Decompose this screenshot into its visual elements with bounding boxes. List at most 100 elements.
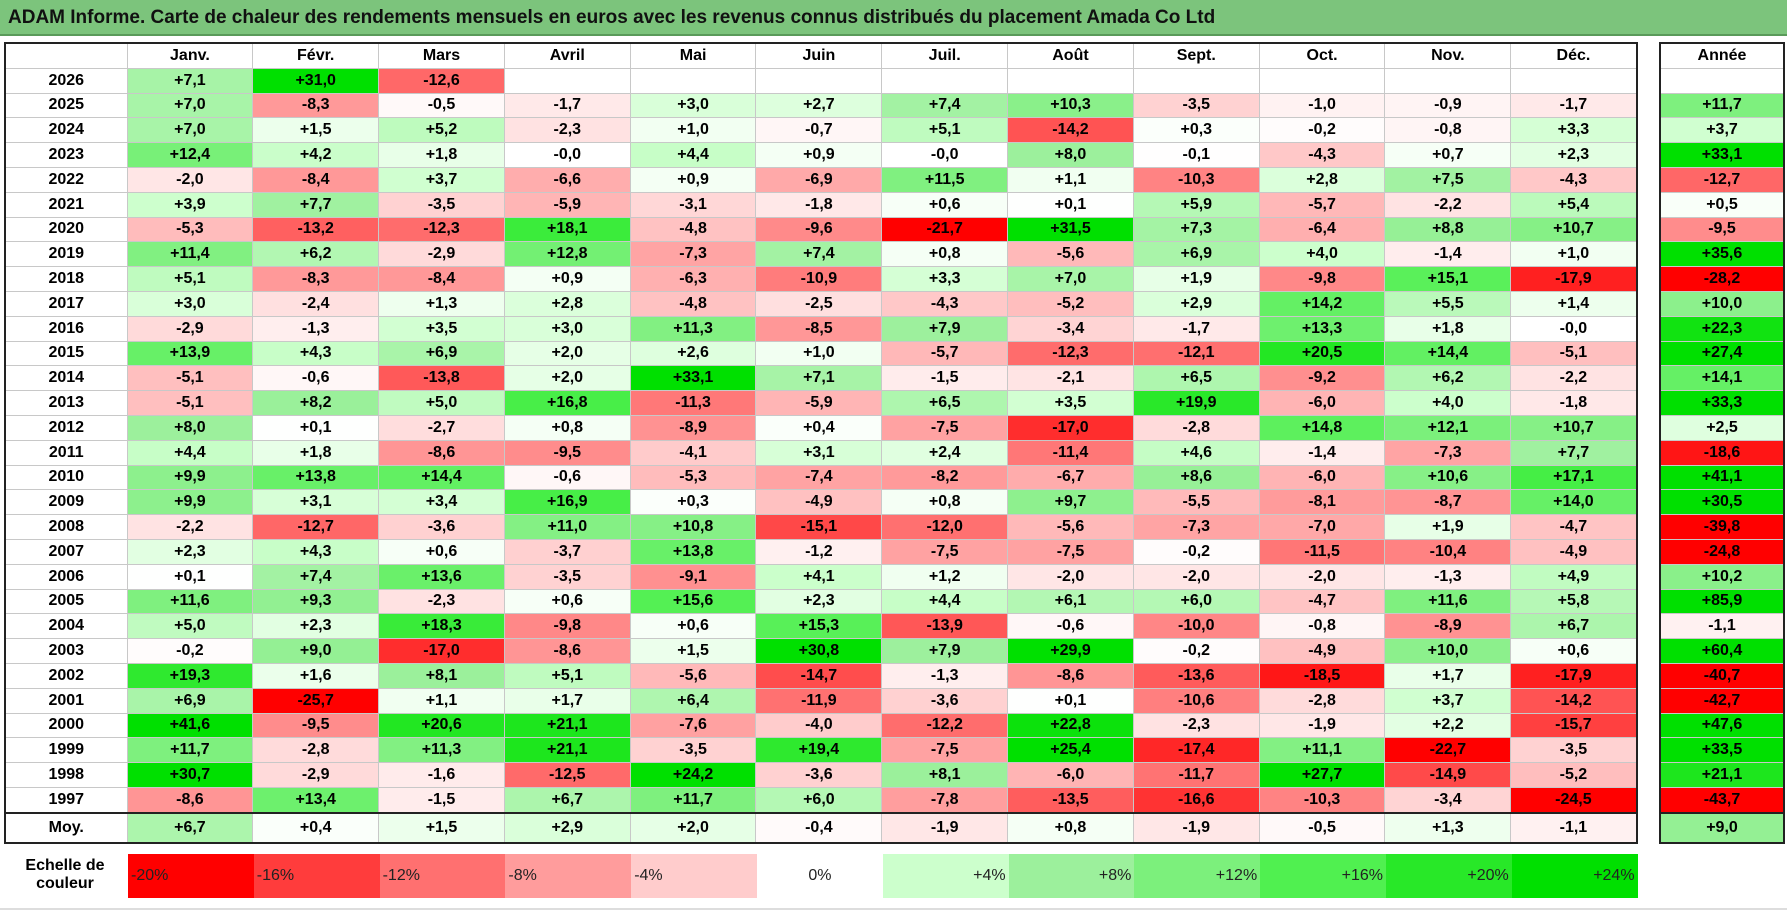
return-cell: +0,6 [503,588,631,615]
return-cell: +4,3 [252,340,380,367]
table-row: 2007 +2,3 +4,3 +0,6 -3,7 +13,8 -1,2 -7,5 -7,5 -0,… [4,538,1638,565]
year-label: 2011 [4,439,128,466]
return-cell: -12,7 [252,514,380,540]
table-row: 1998 +30,7 -2,9 -1,6 -12,5 +24,2 -3,6 +8,1 -6,0-… [4,762,1638,788]
return-cell: -5,5 [1132,489,1260,516]
return-cell: -9,8 [1258,266,1386,292]
return-cell: -2,9 [252,762,380,788]
month-header-8: Août [1007,42,1134,69]
annual-row [1659,67,1785,94]
return-cell: +14,0 [1510,489,1638,516]
return-cell: +1,7 [503,687,631,714]
return-cell: +3,7 [1384,687,1512,714]
return-cell: -0,8 [1384,117,1512,144]
return-cell: -8,3 [252,266,380,292]
table-row: 2010 +9,9 +13,8 +14,4 -0,6 -5,3 -7,4 -8,2 -6,7 +8… [4,464,1638,491]
return-cell: +2,7 [755,92,883,119]
return-cell: -7,5 [881,414,1009,441]
return-cell: -17,4 [1132,737,1260,764]
month-header-12: Déc. [1510,42,1638,69]
return-cell: -5,6 [629,662,757,689]
return-cell: -11,9 [755,687,883,714]
return-cell: -1,9 [1258,712,1386,739]
return-cell: +18,3 [378,613,505,640]
return-cell: +6,4 [629,687,757,714]
annual-row: +41,1 [1659,464,1785,491]
average-cell: +6,7 [126,811,254,844]
return-cell: +1,7 [1384,662,1512,689]
return-cell: -8,7 [1384,489,1512,516]
year-label: 2026 [4,67,128,94]
return-cell: -7,3 [1384,439,1512,466]
annual-row: -43,7 [1659,786,1785,814]
return-cell: -15,7 [1510,712,1638,739]
return-cell: -9,5 [503,439,631,466]
return-cell: -5,7 [1258,191,1386,218]
return-cell: +1,9 [1132,266,1260,292]
return-cell: +12,8 [503,241,631,268]
return-cell: +3,1 [755,439,883,466]
return-cell: +0,9 [629,166,757,193]
return-cell [1258,67,1386,94]
table-row: 2002 +19,3 +1,6 +8,1 +5,1 -5,6 -14,7 -1,3 -8,6 -1… [4,662,1638,689]
annual-return-cell: +41,1 [1659,464,1785,491]
return-cell: +3,3 [1510,117,1638,144]
return-cell: +3,5 [1007,390,1134,416]
annual-row: +11,7 [1659,92,1785,119]
return-cell [1132,67,1260,94]
return-cell: +11,3 [629,315,757,342]
return-cell: -0,2 [126,638,254,664]
return-cell: -9,5 [252,712,380,739]
return-cell: -9,1 [629,563,757,590]
table-row: 2024 +7,0 +1,5 +5,2 -2,3 +1,0 -0,7 +5,1 -14,2 +0,… [4,117,1638,144]
year-label: 2013 [4,390,128,416]
return-cell: +9,3 [252,588,380,615]
annual-return-cell: +22,3 [1659,315,1785,342]
color-scale-step: +8% [1008,854,1135,898]
return-cell: +7,1 [755,365,883,392]
monthly-returns-table: Janv. Févr. Mars Avril Mai Juin Juil. Août Sept.… [4,42,1638,844]
year-header-cell [4,42,128,69]
return-cell: -4,3 [881,290,1009,317]
return-cell: +5,1 [126,266,254,292]
return-cell: +5,1 [881,117,1009,144]
return-cell: +3,1 [252,489,380,516]
annual-row: +10,0 [1659,290,1785,317]
return-cell: +0,1 [126,563,254,590]
return-cell: -15,1 [755,514,883,540]
return-cell: -0,0 [881,142,1009,168]
annual-return-cell: -18,6 [1659,439,1785,466]
return-cell: +0,6 [378,538,505,565]
return-cell: +5,9 [1132,191,1260,218]
return-cell: -8,6 [1007,662,1134,689]
return-cell: +3,7 [378,166,505,193]
annual-return-cell: -43,7 [1659,786,1785,814]
return-cell: +25,4 [1007,737,1134,764]
annual-row: +60,4 [1659,638,1785,664]
year-label: 2015 [4,340,128,367]
return-cell: -7,3 [629,241,757,268]
return-cell: -2,0 [1132,563,1260,590]
return-cell: -4,9 [1258,638,1386,664]
table-row: 2001 +6,9 -25,7 +1,1 +1,7 +6,4 -11,9 -3,6 +0,1 -1… [4,687,1638,714]
return-cell: -13,5 [1007,786,1134,814]
return-cell: +2,8 [1258,166,1386,193]
return-cell: -3,5 [503,563,631,590]
return-cell: -12,0 [881,514,1009,540]
return-cell: +33,1 [629,365,757,392]
return-cell: +4,0 [1258,241,1386,268]
return-cell: -3,6 [755,762,883,788]
return-cell: +11,0 [503,514,631,540]
return-cell: -6,7 [1007,464,1134,491]
return-cell: +7,4 [755,241,883,268]
color-scale-step: -12% [379,854,506,898]
table-row: 1999 +11,7 -2,8 +11,3 +21,1 -3,5 +19,4 -7,5 +25,… [4,737,1638,764]
year-label: 1999 [4,737,128,764]
year-label: 2009 [4,489,128,516]
return-cell: -1,5 [881,365,1009,392]
return-cell: +0,9 [503,266,631,292]
return-cell: -7,5 [1007,538,1134,565]
return-cell: +24,2 [629,762,757,788]
color-scale-label: Echelle de couleur [25,857,105,892]
annual-return-cell: +30,5 [1659,489,1785,516]
